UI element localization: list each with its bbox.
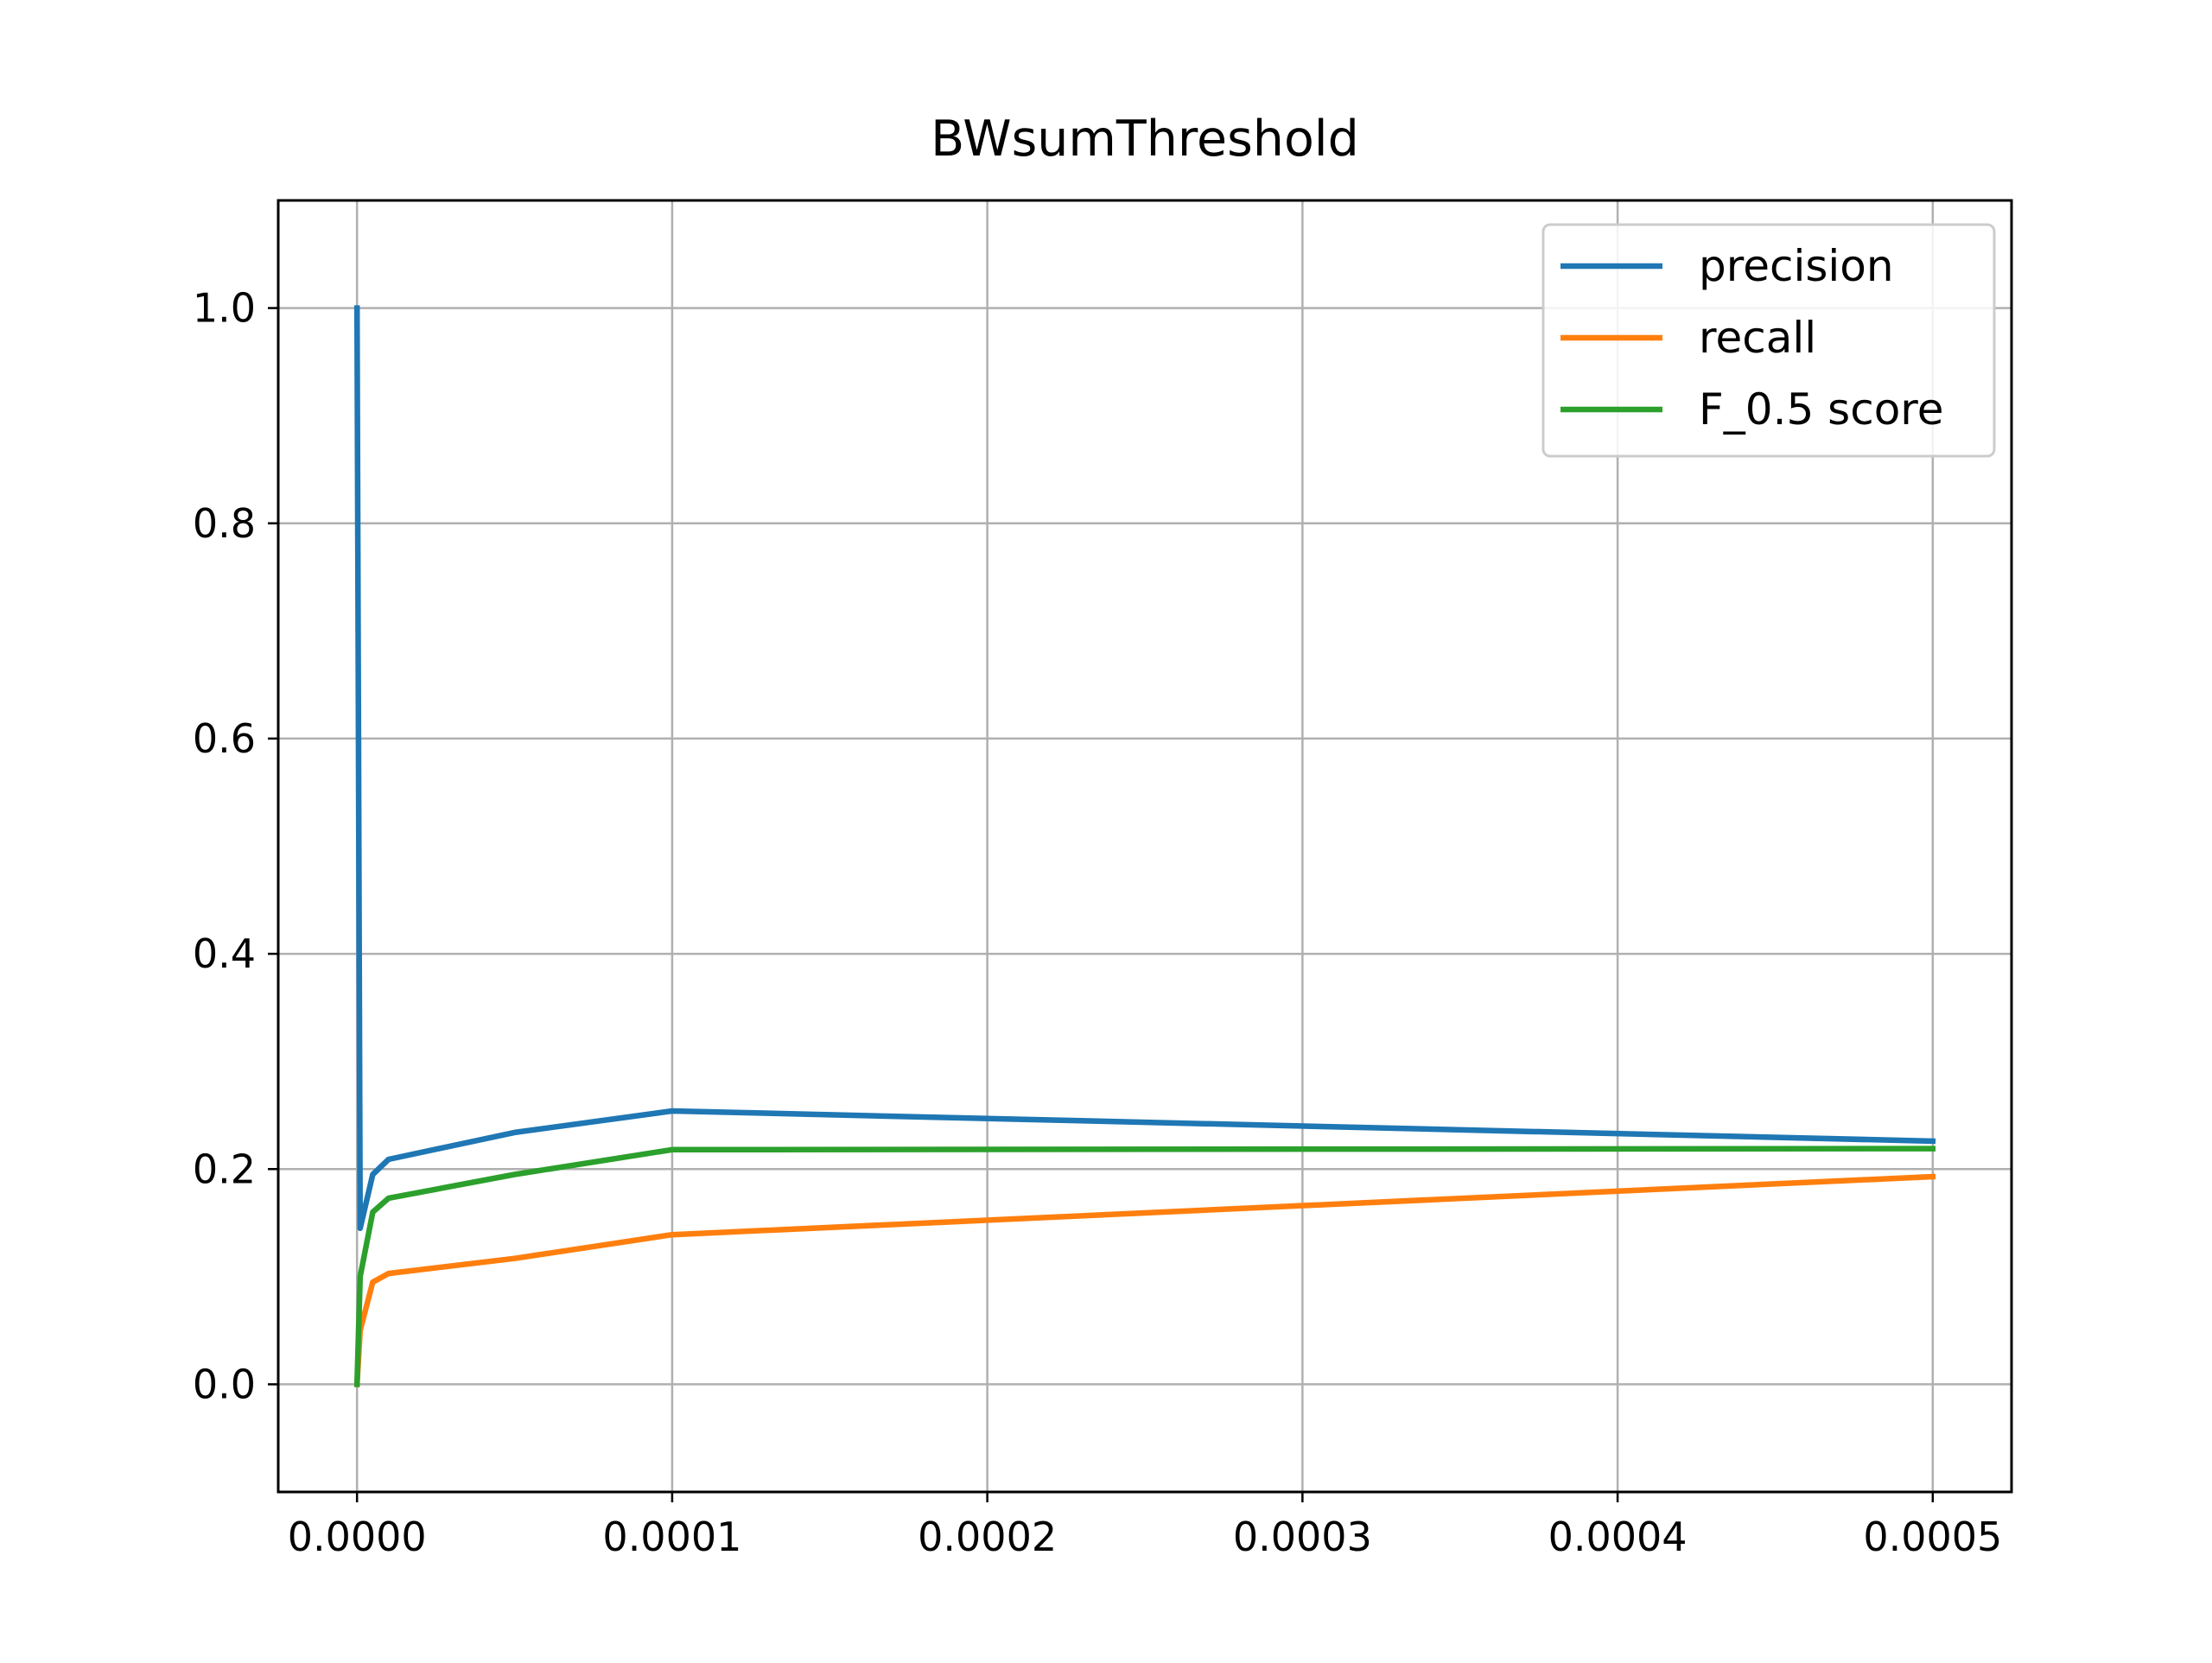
legend-box	[1541, 223, 1996, 458]
y-tick-label: 0.4	[193, 930, 256, 977]
x-tick-label: 0.0003	[1233, 1514, 1372, 1560]
legend: precision recall F_0.5 score	[1541, 223, 1996, 458]
legend-label: precision	[1699, 241, 1894, 291]
axis-ticks: 0.0000 0.0001 0.0002 0.0003 0.0004 0.0005 0.0 0…	[193, 285, 2002, 1560]
series-lines	[353, 305, 1936, 1387]
x-tick-label: 0.0001	[602, 1514, 741, 1560]
series-line-precision	[353, 305, 1936, 1232]
grid-lines	[278, 200, 2012, 1492]
y-tick-label: 0.6	[193, 715, 256, 762]
x-tick-label: 0.0004	[1548, 1514, 1688, 1560]
x-tick-label: 0.0005	[1863, 1514, 2002, 1560]
y-tick-label: 0.0	[193, 1361, 256, 1407]
legend-label: F_0.5 score	[1699, 384, 1944, 435]
legend-label: recall	[1699, 313, 1816, 363]
series-line-f-0-5-score	[353, 1146, 1936, 1387]
x-tick-label: 0.0002	[918, 1514, 1057, 1560]
y-tick-label: 0.8	[193, 500, 256, 547]
y-tick-label: 0.2	[193, 1146, 256, 1192]
plot-frame	[276, 199, 2013, 1494]
x-tick-label: 0.0000	[288, 1514, 427, 1560]
chart-title: BWsumThreshold	[931, 111, 1359, 168]
y-tick-label: 1.0	[193, 285, 256, 332]
